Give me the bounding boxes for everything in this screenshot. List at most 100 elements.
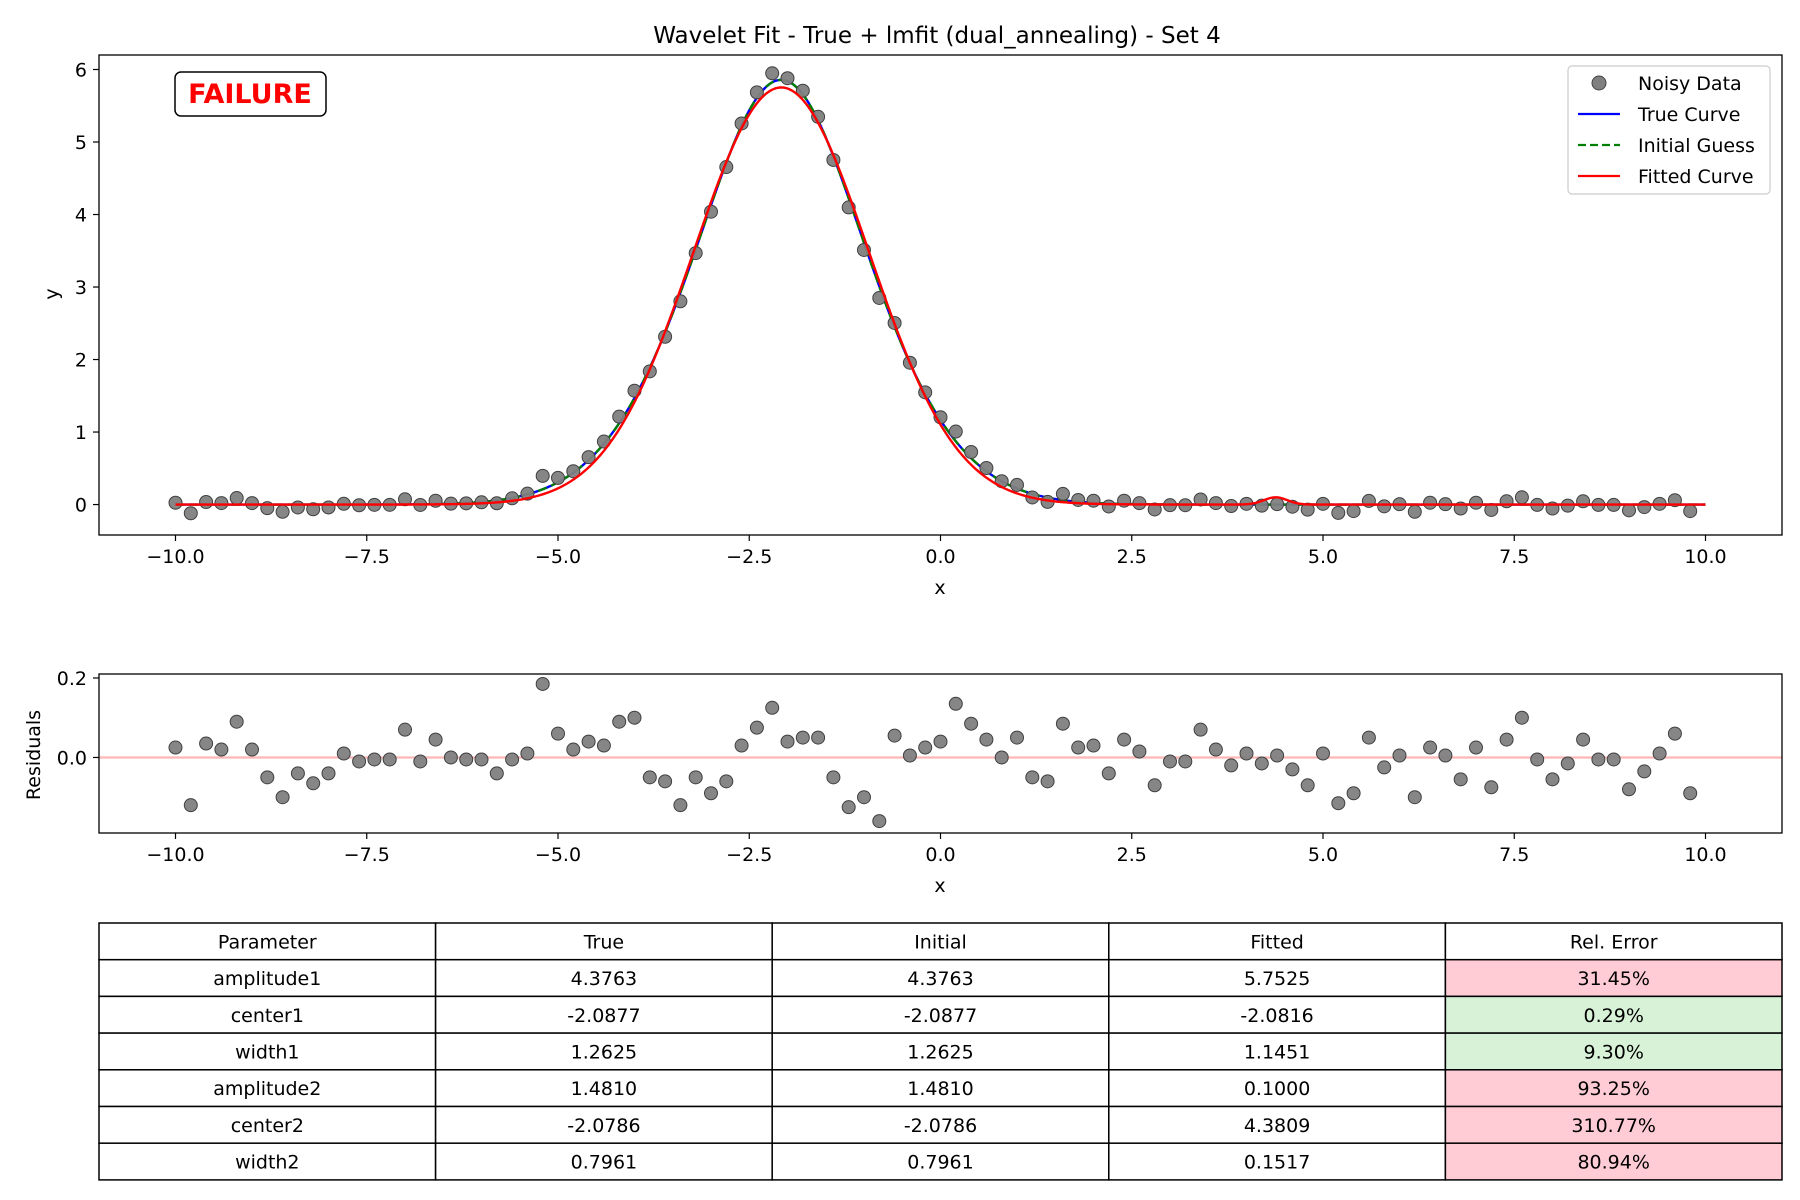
main-y-tick-label: 3 xyxy=(75,277,87,299)
legend-frame xyxy=(1567,65,1771,195)
noisy-data-point xyxy=(214,496,229,511)
residual-point xyxy=(704,786,718,801)
residual-point xyxy=(1101,766,1116,781)
failure-annotation-box xyxy=(174,71,327,117)
table-cell-text: 9.30% xyxy=(1584,1041,1644,1063)
residual-point xyxy=(1208,742,1223,757)
residuals-plot-frame xyxy=(98,673,1783,834)
residual-point xyxy=(1316,746,1330,761)
main-x-axis: −10.0 −7.5 −5.0 −2.5 0.0 2.5 5.0 7.5 10.0 xyxy=(146,535,1727,568)
noisy-data-point xyxy=(551,470,565,485)
table-cell-text: width1 xyxy=(235,1041,299,1063)
residual-point xyxy=(719,774,734,789)
table-cell-text: 5.7525 xyxy=(1244,968,1310,990)
table-cell xyxy=(1108,995,1447,1034)
residual-point xyxy=(1147,778,1162,793)
residuals-y-tick-label: 0.2 xyxy=(57,668,87,690)
failure-annotation: FAILURE xyxy=(174,71,327,117)
table-cell xyxy=(771,1142,1110,1181)
residual-point xyxy=(765,700,780,715)
residual-point xyxy=(1071,740,1086,755)
main-plot-frame xyxy=(98,54,1783,536)
table-cell xyxy=(434,995,773,1034)
residual-point xyxy=(382,752,397,767)
main-y-tick-label: 1 xyxy=(75,422,87,444)
noisy-data-point xyxy=(199,495,214,510)
noisy-data-point xyxy=(1407,504,1422,519)
residual-point xyxy=(168,740,183,755)
residual-point xyxy=(918,740,933,755)
noisy-data-point xyxy=(1086,493,1101,508)
residual-point xyxy=(673,798,688,813)
noisy-data-point xyxy=(290,500,305,515)
table-cell xyxy=(771,1069,1110,1108)
table-cell xyxy=(434,1105,773,1144)
table-header-text: Rel. Error xyxy=(1570,931,1658,953)
table-cell-text: -2.0877 xyxy=(904,1005,977,1027)
residual-point xyxy=(214,742,229,757)
residual-point xyxy=(811,730,826,745)
table-cell-text: 1.2625 xyxy=(571,1041,637,1063)
residual-point xyxy=(1193,722,1208,737)
table-cell xyxy=(1444,1032,1783,1071)
residuals-y-tick-label: 0.0 xyxy=(57,747,87,769)
noisy-data-point xyxy=(306,502,321,517)
residual-point xyxy=(505,752,520,767)
table-cell-text: 1.2625 xyxy=(907,1041,973,1063)
noisy-data-point xyxy=(1637,500,1652,515)
residual-point xyxy=(1622,782,1636,797)
main-x-tick-label: 5.0 xyxy=(1308,546,1338,568)
noisy-data-point xyxy=(1576,494,1591,509)
residual-point xyxy=(642,770,657,785)
table-cell-text: 1.4810 xyxy=(907,1078,973,1100)
table-header-cell xyxy=(1108,922,1447,961)
noisy-data-point xyxy=(1193,492,1208,507)
residual-point xyxy=(994,750,1009,765)
residuals-plot: −10.0 −7.5 −5.0 −2.5 0.0 2.5 5.0 7.5 10.0 0.0 0.2… xyxy=(23,668,1783,897)
residuals-x-tick-label: −7.5 xyxy=(344,844,390,866)
residual-point xyxy=(1576,732,1591,747)
table-cell-text: 0.1000 xyxy=(1244,1078,1310,1100)
residual-point xyxy=(1377,760,1392,775)
main-y-tick-label: 4 xyxy=(75,205,87,227)
residual-point xyxy=(290,766,305,781)
residual-point xyxy=(1545,772,1560,787)
residual-point xyxy=(413,754,428,769)
legend-label-true-curve: True Curve xyxy=(1637,104,1740,126)
fitted-curve xyxy=(175,86,1706,506)
main-y-axis: 0 1 2 3 4 5 6 xyxy=(75,60,99,517)
residual-point xyxy=(352,754,367,769)
residual-point xyxy=(1270,748,1285,763)
table-header-text: Initial xyxy=(914,931,967,953)
table-cell-text: -2.0816 xyxy=(1240,1005,1313,1027)
residual-point xyxy=(245,742,259,757)
residual-point xyxy=(1025,770,1040,785)
noisy-data-point xyxy=(1683,504,1698,519)
residuals-x-tick-label: 7.5 xyxy=(1499,844,1529,866)
table-cell xyxy=(98,1142,437,1181)
residual-point xyxy=(1254,756,1269,771)
noisy-data-point xyxy=(1499,494,1514,509)
residuals-x-tick-label: 0.0 xyxy=(925,844,955,866)
main-x-tick-label: 7.5 xyxy=(1499,546,1529,568)
main-y-axis-label: y xyxy=(41,288,63,299)
residual-point xyxy=(1453,772,1468,787)
noisy-data-point xyxy=(505,491,520,506)
residuals-x-tick-label: −10.0 xyxy=(146,844,204,866)
residual-point xyxy=(872,814,887,829)
residual-point xyxy=(1407,790,1422,805)
residuals-x-tick-label: −2.5 xyxy=(726,844,772,866)
noisy-data-point xyxy=(1377,499,1392,514)
residual-point xyxy=(459,752,474,767)
table-cell xyxy=(1108,1069,1447,1108)
residual-point xyxy=(1499,732,1514,747)
main-x-axis-label: x xyxy=(934,577,945,599)
legend-label-initial-guess: Initial Guess xyxy=(1638,135,1755,157)
table-cell-text: width2 xyxy=(235,1152,299,1174)
noisy-data-point xyxy=(229,491,244,506)
residuals-y-axis-label: Residuals xyxy=(23,710,45,800)
residual-point xyxy=(336,746,351,761)
noisy-data-point xyxy=(964,445,979,459)
table-row: amplitude2 1.4810 1.4810 0.1000 93.25% xyxy=(98,1069,1783,1108)
main-y-tick-label: 5 xyxy=(75,132,87,154)
